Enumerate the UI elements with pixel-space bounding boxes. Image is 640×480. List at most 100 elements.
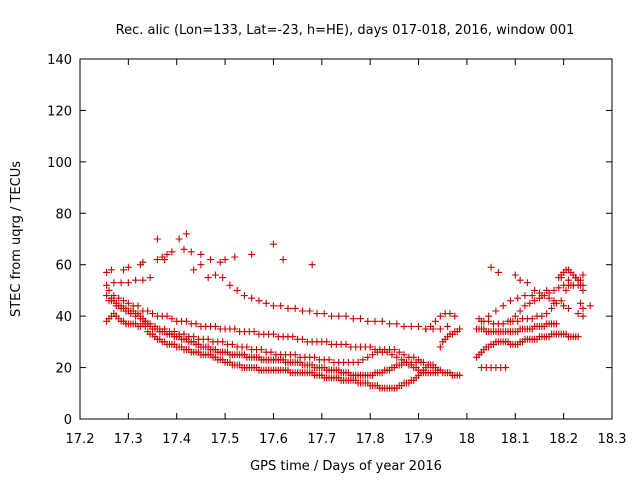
data-point (240, 292, 248, 300)
data-point (579, 281, 587, 289)
y-tick-label: 60 (55, 259, 72, 274)
x-tick-label: 17.5 (211, 432, 240, 447)
data-point (231, 325, 239, 333)
data-point (422, 325, 430, 333)
data-point (250, 328, 258, 336)
data-point (190, 266, 198, 274)
data-point (231, 253, 239, 261)
data-point (354, 358, 362, 366)
data-point (446, 310, 454, 318)
data-point (180, 245, 188, 253)
data-point (359, 356, 367, 364)
data-point (132, 276, 140, 284)
y-axis-label: STEC from uqrg / TECUs (9, 161, 24, 317)
data-point (103, 292, 111, 300)
y-tick-label: 120 (47, 104, 72, 119)
x-axis: 17.2 17.3 17.4 17.5 17.6 17.7 17.8 17.9 18 18.1 18… (66, 59, 626, 447)
data-point (429, 361, 437, 369)
data-point (168, 315, 176, 323)
data-points (103, 230, 594, 392)
x-tick-label: 17.7 (307, 432, 336, 447)
y-tick-label: 100 (47, 156, 72, 171)
data-point (107, 266, 115, 274)
data-point (388, 351, 396, 359)
data-point (269, 330, 277, 338)
data-point (269, 302, 277, 310)
data-point (434, 369, 442, 377)
data-point (364, 317, 372, 325)
data-point (153, 235, 161, 243)
data-point (410, 353, 418, 361)
data-point (577, 299, 585, 307)
data-point (124, 279, 132, 287)
data-point (586, 302, 594, 310)
data-point (477, 317, 485, 325)
data-point (211, 322, 219, 330)
data-point (564, 276, 572, 284)
data-point (163, 250, 171, 258)
data-point (506, 297, 514, 305)
data-point (531, 286, 539, 294)
data-point (335, 312, 343, 320)
data-point (390, 346, 398, 354)
plot-frame (79, 58, 613, 420)
data-point (400, 351, 408, 359)
x-tick-label: 17.9 (404, 432, 433, 447)
data-point (506, 317, 514, 325)
data-point (579, 271, 587, 279)
data-point (197, 261, 205, 269)
x-tick-label: 17.2 (66, 432, 95, 447)
x-tick-label: 18.1 (501, 432, 530, 447)
y-tick-label: 20 (55, 362, 72, 377)
data-point (117, 279, 125, 287)
data-point (103, 268, 111, 276)
data-point (516, 276, 524, 284)
data-point (444, 322, 452, 330)
data-point (151, 322, 159, 330)
data-point (144, 307, 152, 315)
data-point (110, 279, 118, 287)
data-point (543, 286, 551, 294)
data-point (492, 307, 500, 315)
data-point (538, 292, 546, 300)
data-point (550, 299, 558, 307)
data-point (298, 335, 306, 343)
data-point (182, 230, 190, 238)
data-point (170, 328, 178, 336)
data-point (562, 286, 570, 294)
data-point (323, 338, 331, 346)
data-point (228, 340, 236, 348)
data-point (277, 302, 285, 310)
y-axis: 0 20 40 60 80 100 120 140 (47, 53, 612, 428)
data-point (122, 307, 130, 315)
data-point (120, 297, 128, 305)
data-point (187, 248, 195, 256)
data-point (393, 353, 401, 361)
data-point (456, 371, 464, 379)
data-point (557, 297, 565, 305)
data-point (557, 274, 565, 282)
data-point (134, 302, 142, 310)
data-point (248, 294, 256, 302)
data-point (182, 317, 190, 325)
data-point (127, 310, 135, 318)
data-point (502, 364, 510, 372)
data-point (369, 351, 377, 359)
data-point (146, 274, 154, 282)
data-point (207, 256, 215, 264)
data-point (168, 248, 176, 256)
data-point (485, 312, 493, 320)
data-point (511, 271, 519, 279)
data-point (543, 310, 551, 318)
data-point (523, 279, 531, 287)
data-point (494, 268, 502, 276)
data-point (342, 340, 350, 348)
data-point (262, 299, 270, 307)
data-point (436, 312, 444, 320)
data-point (289, 333, 297, 341)
data-point (386, 320, 394, 328)
data-point (313, 310, 321, 318)
data-point (400, 322, 408, 330)
data-point (393, 320, 401, 328)
data-point (487, 263, 495, 271)
